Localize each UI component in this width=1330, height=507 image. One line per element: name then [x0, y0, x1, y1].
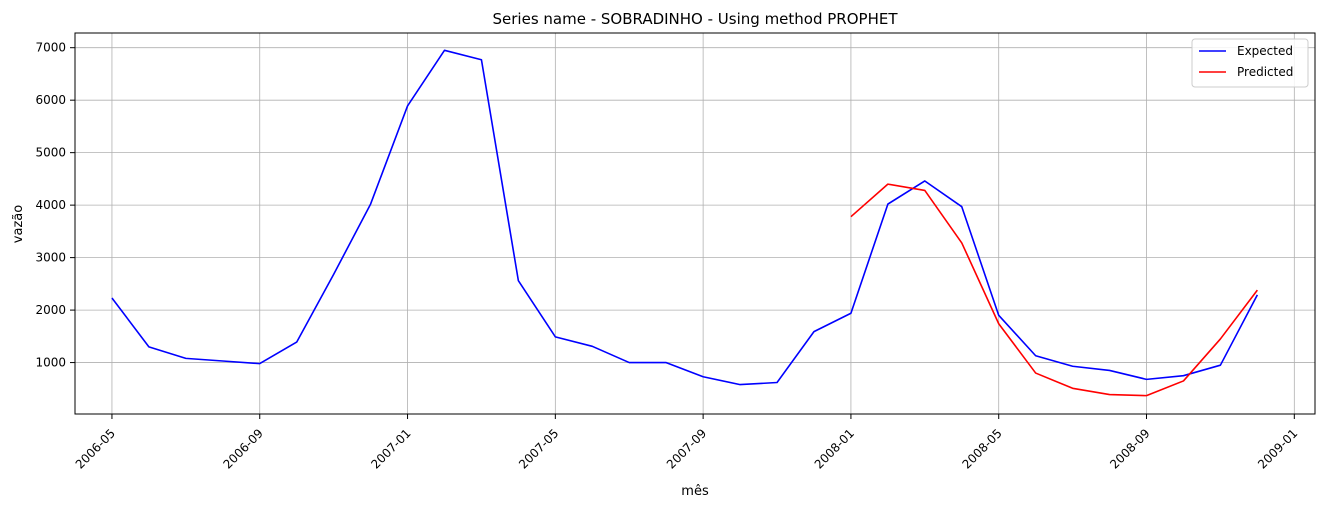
- y-axis-label: vazão: [11, 205, 26, 243]
- x-tick-label: 2008-09: [1107, 426, 1152, 471]
- x-tick-label: 2007-01: [368, 426, 413, 471]
- y-tick-label: 3000: [35, 251, 66, 265]
- x-axis: 2006-05 2006-09 2007-01 2007-05 2007-09 2008-…: [73, 414, 1300, 472]
- y-tick-label: 2000: [35, 303, 66, 317]
- x-tick-label: 2007-05: [516, 426, 561, 471]
- series-line-expected: [111, 49, 1259, 386]
- y-tick-label: 6000: [35, 93, 66, 107]
- chart-title: Series name - SOBRADINHO - Using method …: [493, 10, 899, 28]
- x-tick-label: 2007-09: [664, 426, 709, 471]
- grid-lines: [75, 33, 1315, 414]
- legend-label-predicted: Predicted: [1237, 65, 1293, 79]
- legend-label-expected: Expected: [1237, 44, 1293, 58]
- x-tick-label: 2006-05: [73, 426, 118, 471]
- x-tick-label: 2008-05: [959, 426, 1004, 471]
- y-tick-label: 1000: [35, 356, 66, 370]
- y-tick-label: 4000: [35, 198, 66, 212]
- series-line-predicted: [850, 183, 1258, 397]
- x-tick-label: 2008-01: [812, 426, 857, 471]
- y-tick-label: 5000: [35, 146, 66, 160]
- x-tick-label: 2006-09: [221, 426, 266, 471]
- plot-frame: [74, 32, 1316, 415]
- x-axis-label: mês: [681, 484, 709, 499]
- y-axis: 1000 2000 3000 4000 5000 6000 7000: [35, 41, 75, 370]
- series-layer: [111, 49, 1259, 397]
- y-tick-label: 7000: [35, 41, 66, 55]
- x-tick-label: 2009-01: [1255, 426, 1300, 471]
- legend-items: Expected Predicted: [1199, 44, 1293, 79]
- legend: Expected Predicted: [1191, 38, 1309, 88]
